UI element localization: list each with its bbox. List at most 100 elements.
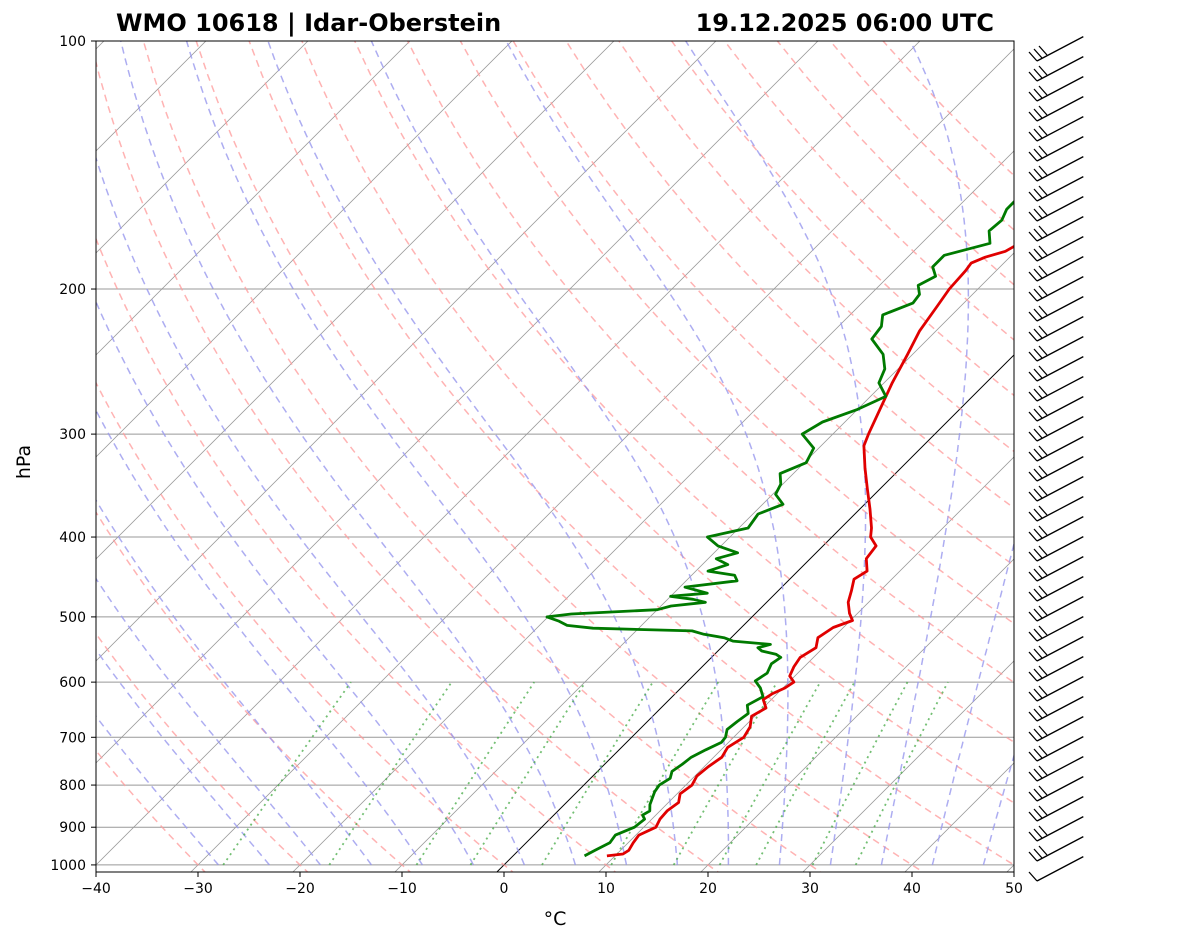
x-tick-label: 40 (903, 881, 921, 897)
moist-adiabat (96, 408, 424, 866)
moist-adiabat (96, 714, 219, 866)
wind-barb (1028, 116, 1084, 142)
x-tick-label: 30 (801, 881, 819, 897)
wind-barb (1028, 216, 1084, 242)
plot-frame (95, 40, 1015, 873)
x-tick-label: 0 (500, 881, 509, 897)
isotherm (598, 456, 1014, 872)
isotherm (292, 150, 1014, 872)
wind-barb (1028, 156, 1084, 182)
mixing-ratio-line (718, 681, 821, 866)
moist-adiabat (96, 300, 475, 866)
dry-adiabat (354, 41, 1014, 744)
dry-adiabat (96, 59, 720, 872)
y-tick-label: 400 (59, 530, 86, 546)
wind-barb (1028, 56, 1084, 82)
wind-barb (1028, 316, 1084, 342)
wind-barb (1028, 816, 1084, 842)
moist-adiabat (685, 41, 867, 866)
moist-adiabat (982, 753, 1014, 866)
y-tick-label: 800 (59, 778, 86, 794)
axis-ticks: −40 −30 −20 −10 0 10 20 30 40 50 1000 900 800 700 600 5… (50, 34, 1023, 897)
wind-barb (1028, 256, 1084, 282)
wind-barb (1028, 496, 1084, 522)
dry-adiabat (829, 41, 1014, 232)
x-tick-label: −10 (387, 881, 417, 897)
mixing-ratio-line (469, 681, 587, 866)
wind-barb (1028, 276, 1084, 302)
wind-barb (1028, 756, 1084, 782)
mixing-ratio-line (328, 681, 453, 866)
wind-barb (1028, 176, 1084, 202)
isotherm (96, 41, 513, 458)
isotherm (394, 252, 1014, 872)
y-tick-label: 900 (59, 820, 86, 836)
moist-adiabat (96, 155, 526, 866)
sounding-profiles (545, 199, 1014, 858)
temperature-line (606, 244, 1014, 858)
wind-barb (1028, 536, 1084, 562)
wind-barb (1028, 416, 1084, 442)
wind-barb (1028, 336, 1084, 362)
wind-barb (1028, 676, 1084, 702)
x-tick-label: −20 (285, 881, 315, 897)
wind-barb (1028, 76, 1084, 102)
dry-adiabat (142, 41, 822, 872)
wind-barb (1028, 596, 1084, 622)
wind-barb (1028, 576, 1084, 602)
x-tick-label: −30 (183, 881, 213, 897)
isotherm (96, 41, 309, 254)
wind-barb (1028, 636, 1084, 662)
wind-barb (1028, 856, 1084, 882)
moist-adiabat (505, 41, 789, 865)
y-tick-label: 300 (59, 427, 86, 443)
moist-adiabat (96, 648, 270, 866)
y-tick-label: 700 (59, 730, 86, 746)
wind-barb (1028, 776, 1084, 802)
y-tick-label: 500 (59, 610, 86, 626)
wind-barb (1028, 716, 1084, 742)
zero-isotherm (496, 354, 1014, 872)
wind-barb (1028, 36, 1084, 62)
y-tick-label: 600 (59, 675, 86, 691)
moist-adiabat (96, 577, 321, 866)
moist-adiabat (185, 41, 628, 866)
moist-adiabat (120, 41, 577, 866)
mixing-ratio-line (672, 681, 778, 866)
x-tick-label: 20 (699, 881, 717, 897)
wind-barb (1028, 796, 1084, 822)
x-tick-label: 50 (1005, 881, 1023, 897)
wind-barb (1028, 96, 1084, 122)
wind-barb (1028, 356, 1084, 382)
dry-adiabat (248, 41, 1014, 866)
wind-barb (1028, 556, 1084, 582)
moist-adiabat (267, 41, 679, 865)
moist-adiabat (880, 41, 970, 866)
wind-barb (1028, 296, 1084, 322)
dry-adiabat (195, 41, 925, 872)
wind-barb (1028, 436, 1084, 462)
moist-adiabat (370, 41, 730, 865)
wind-barb (1028, 376, 1084, 402)
isotherm (802, 660, 1014, 872)
wind-barb (1028, 616, 1084, 642)
mixing-ratio-line (854, 681, 949, 866)
dry-adiabat (671, 41, 1014, 397)
dry-adiabat (512, 41, 1014, 567)
wind-barb (1028, 196, 1084, 222)
y-tick-label: 1000 (50, 858, 86, 874)
moist-adiabat (96, 498, 373, 866)
isotherm (96, 41, 819, 764)
wind-barb (1028, 136, 1084, 162)
wind-barb (1028, 516, 1084, 542)
mixing-ratio-line (541, 681, 654, 866)
wind-barb (1028, 396, 1084, 422)
dewpoint-line (545, 199, 1014, 858)
x-tick-label: 10 (597, 881, 615, 897)
chart-title-datetime: 19.12.2025 06:00 UTC (696, 9, 994, 37)
wind-barb (1028, 476, 1084, 502)
isotherm (700, 558, 1014, 872)
y-tick-label: 200 (59, 282, 86, 298)
wind-barbs (1028, 36, 1084, 882)
